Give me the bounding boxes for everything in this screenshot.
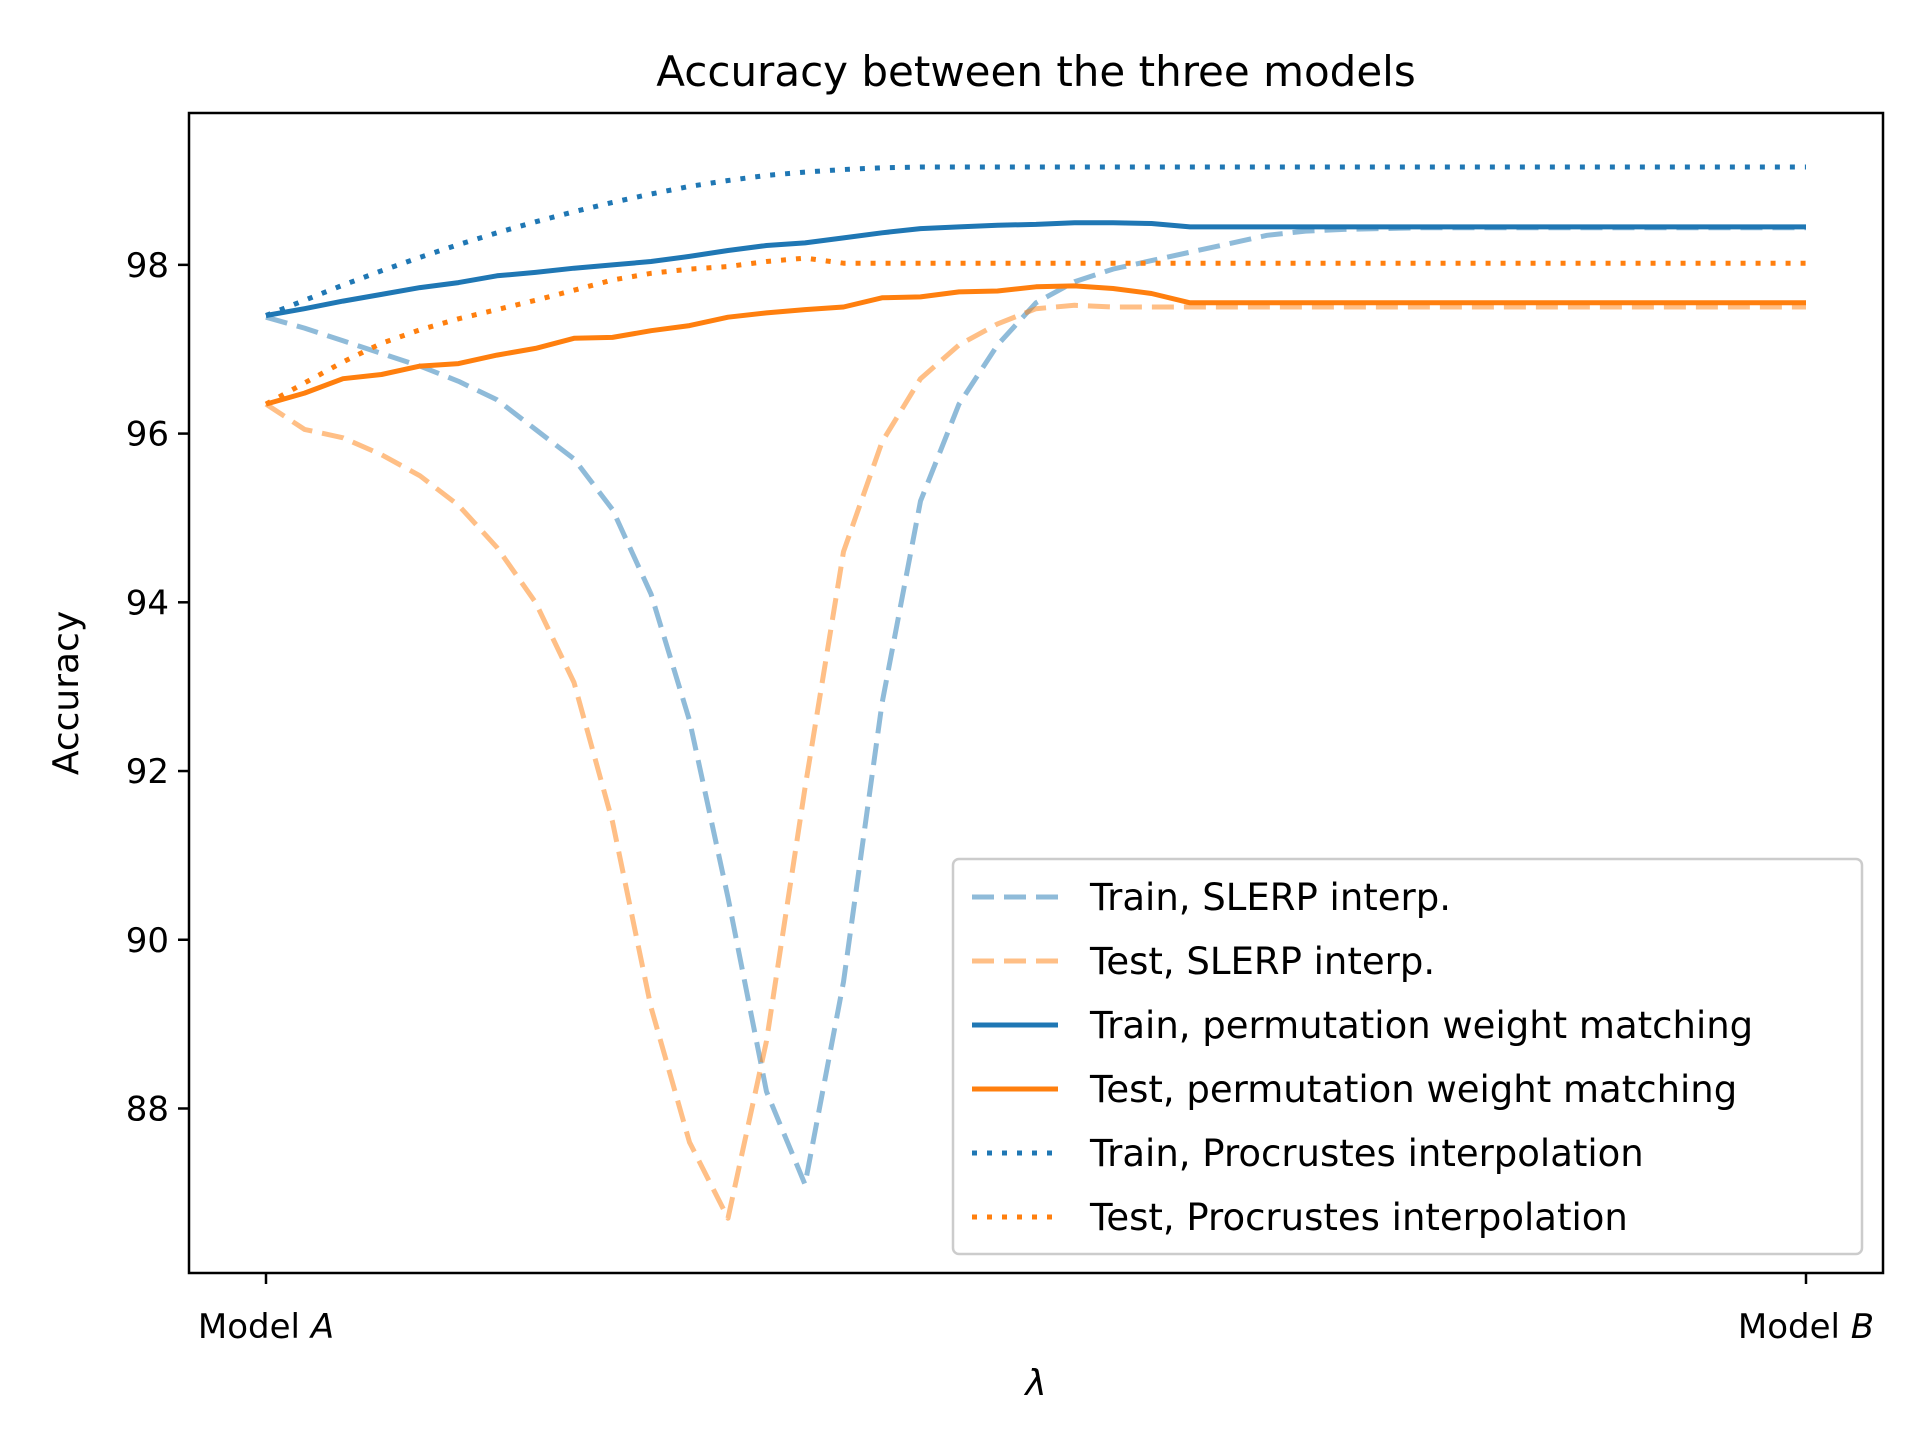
legend: Train, SLERP interp. Test, SLERP interp. T…	[951, 857, 1864, 1256]
x-tick-label: Model B	[1738, 1307, 1874, 1347]
y-tick-label: 94	[126, 583, 169, 623]
legend-label: Train, permutation weight matching	[1089, 1004, 1753, 1047]
legend-label: Train, SLERP interp.	[1089, 876, 1451, 919]
legend-label: Test, SLERP interp.	[1089, 940, 1435, 983]
series-line-2	[264, 302, 1806, 1221]
axes-frame	[187, 111, 1885, 1275]
legend-label: Test, permutation weight matching	[1089, 1068, 1737, 1111]
plot-lines	[264, 164, 1806, 1221]
y-axis-label: Accuracy	[46, 611, 87, 775]
x-axis: Model A Model B	[198, 1273, 1874, 1347]
legend-label: Train, Procrustes interpolation	[1089, 1132, 1644, 1175]
legend-label: Test, Procrustes interpolation	[1089, 1196, 1628, 1239]
x-axis-label: λ	[1023, 1363, 1046, 1404]
y-tick-label: 92	[126, 752, 169, 792]
series-line-5	[265, 164, 1806, 318]
chart-title: Accuracy between the three models	[656, 47, 1415, 96]
y-axis: 88 90 92 94 96 98	[126, 246, 189, 1129]
y-tick-label: 98	[126, 246, 169, 286]
series-line-4	[265, 283, 1806, 407]
y-tick-label: 90	[126, 921, 169, 961]
series-line-3	[265, 220, 1806, 318]
series-line-6	[264, 255, 1806, 407]
y-tick-label: 88	[126, 1089, 169, 1129]
x-tick-label: Model A	[198, 1307, 334, 1347]
y-tick-label: 96	[126, 415, 169, 455]
legend-box	[951, 857, 1864, 1256]
